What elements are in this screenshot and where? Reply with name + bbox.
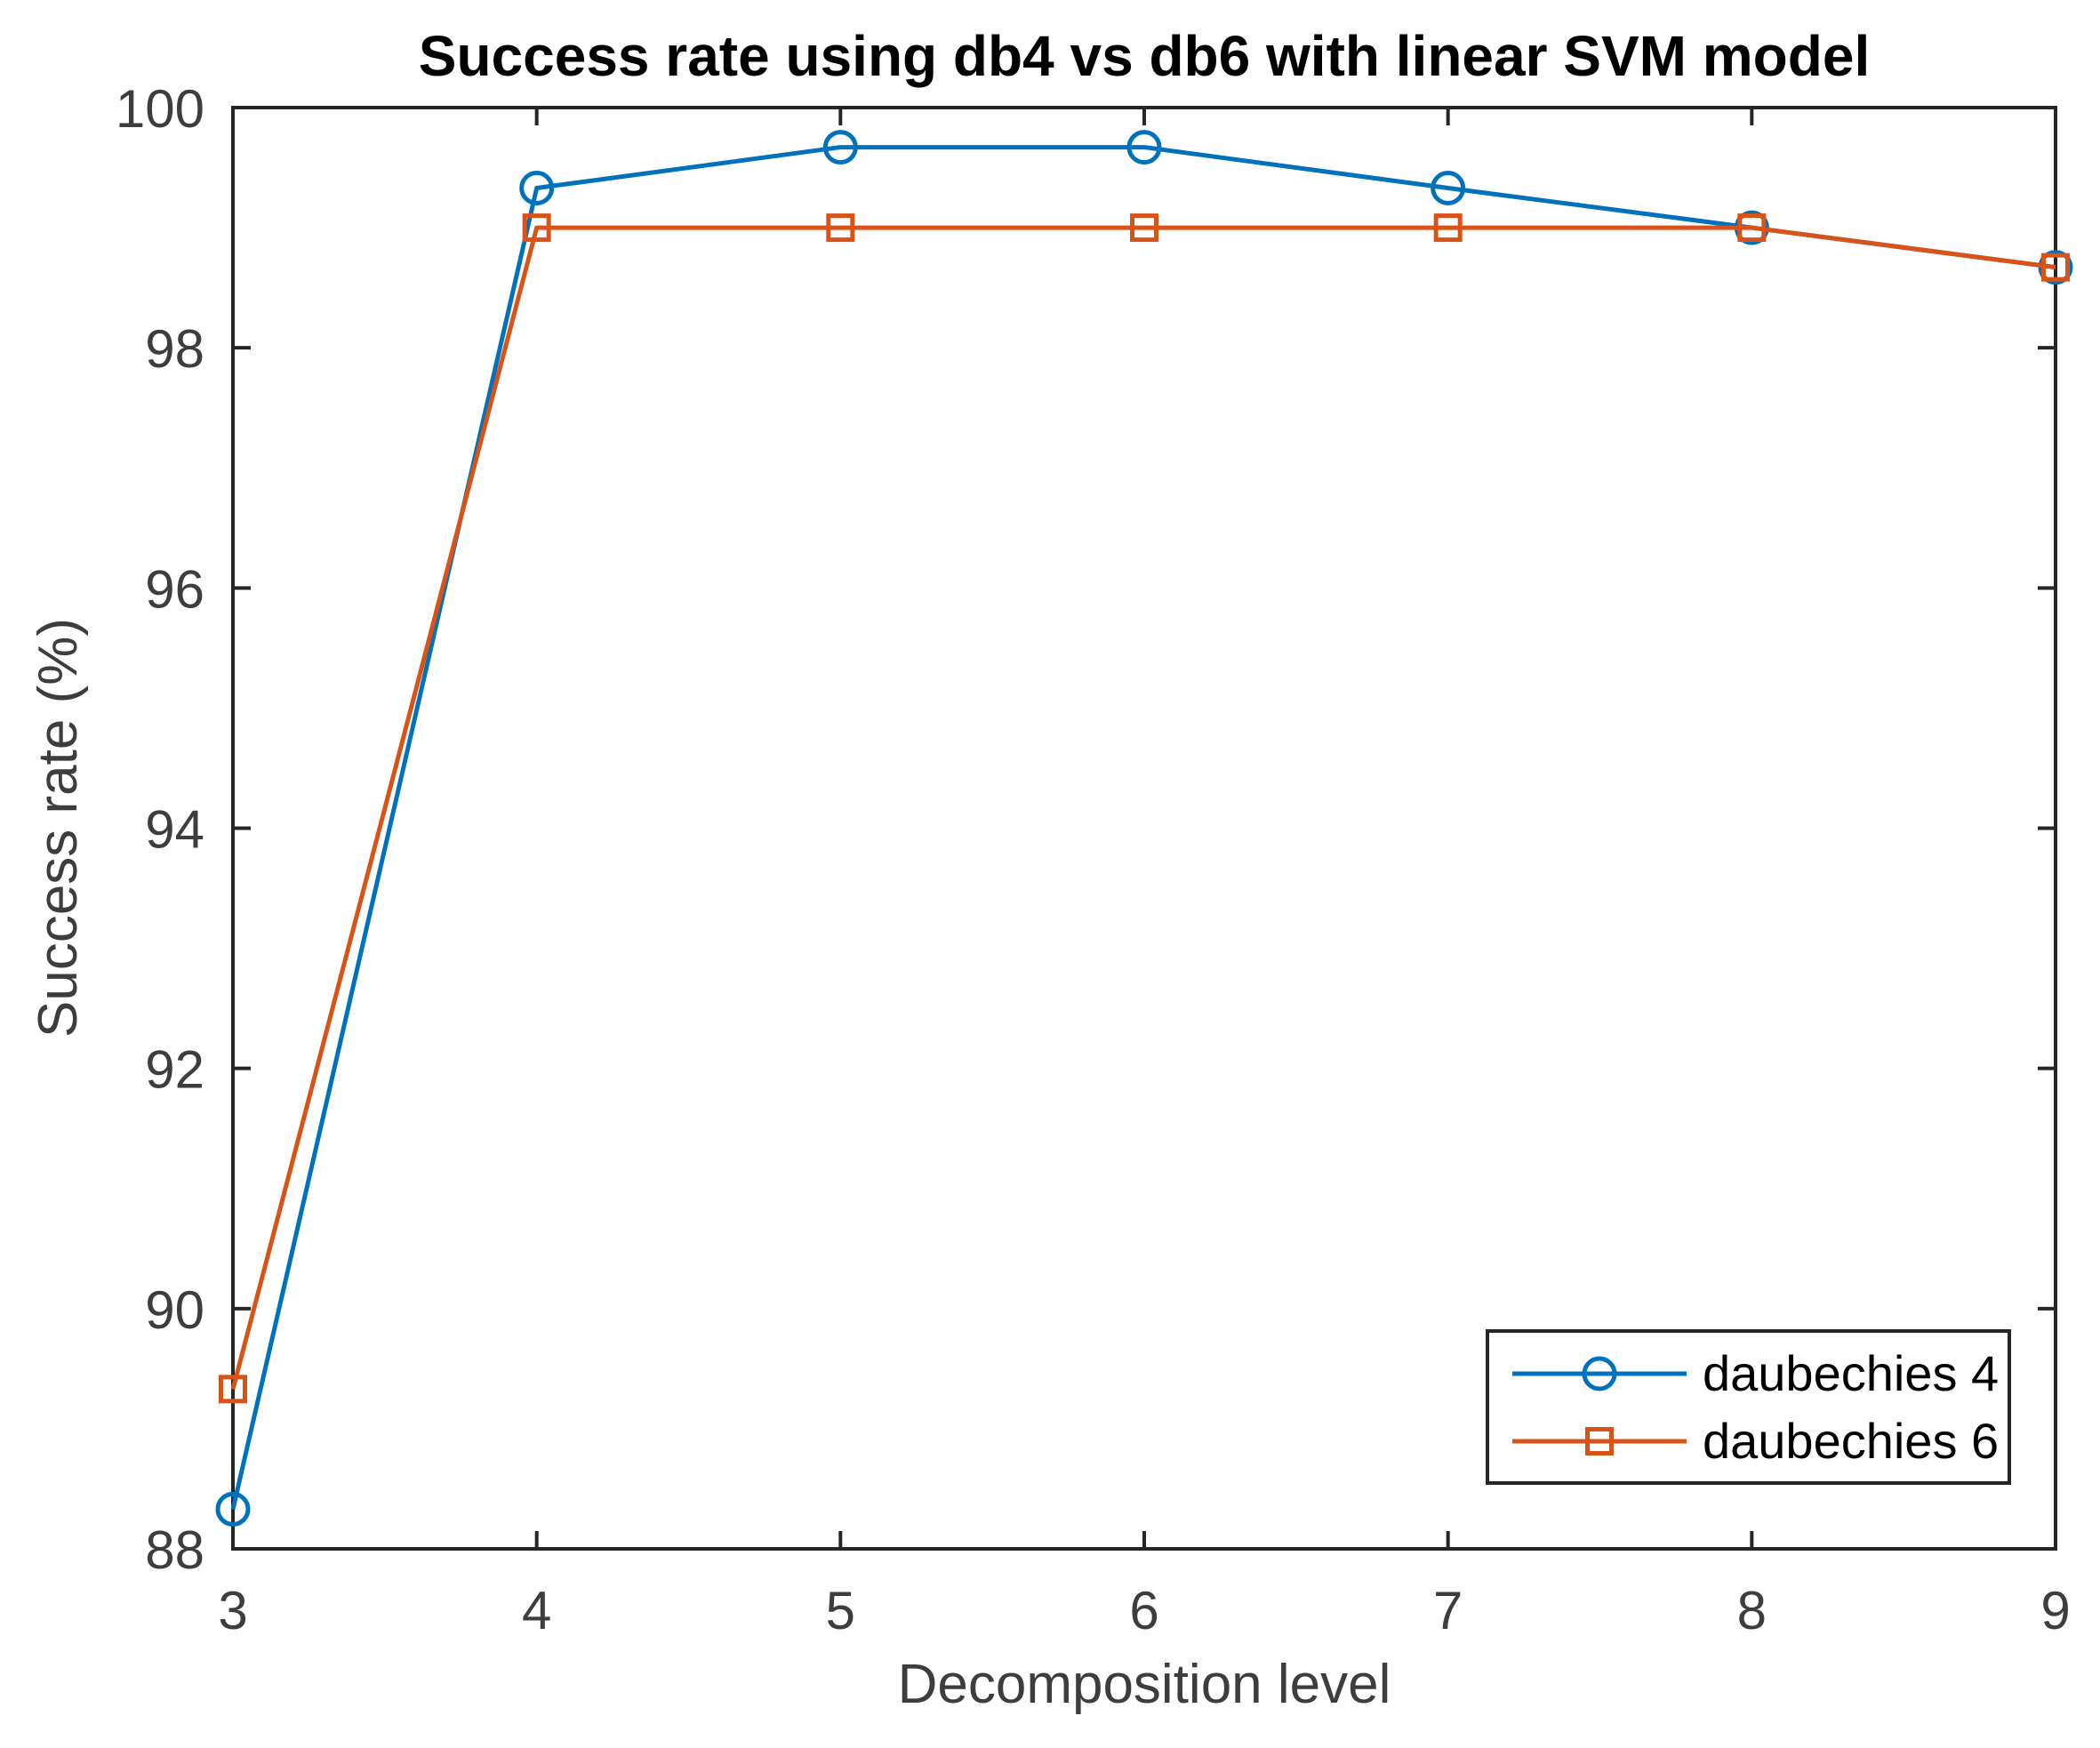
legend-label-daubechies-4: daubechies 4 — [1703, 1344, 2000, 1401]
legend-entry-daubechies-4: daubechies 4 — [1489, 1340, 2008, 1407]
x-tick-label: 5 — [826, 1581, 855, 1640]
y-tick-label: 88 — [145, 1520, 204, 1580]
daubechies-4-marker — [215, 1491, 251, 1527]
daubechies-6-marker — [522, 213, 551, 243]
daubechies-4-marker — [519, 171, 555, 206]
daubechies-4-marker — [1431, 171, 1466, 206]
legend-entry-daubechies-6: daubechies 6 — [1489, 1407, 2008, 1475]
y-tick-label: 96 — [145, 559, 204, 619]
daubechies-6-marker — [826, 213, 855, 243]
daubechies-6-line — [230, 225, 2056, 1390]
x-tick-label: 6 — [1129, 1581, 1158, 1640]
y-tick-label: 98 — [145, 319, 204, 379]
daubechies-6-marker — [1737, 213, 1767, 243]
chart-title: Success rate using db4 vs db6 with linea… — [418, 24, 1871, 88]
legend-label-daubechies-6: daubechies 6 — [1703, 1412, 2000, 1469]
y-tick-label: 100 — [116, 79, 204, 139]
x-tick-label: 7 — [1433, 1581, 1463, 1640]
daubechies-4-line-sample-icon — [1512, 1356, 1687, 1391]
x-tick-label: 4 — [522, 1581, 551, 1640]
daubechies-4-marker — [822, 130, 858, 165]
x-tick-label: 3 — [218, 1581, 247, 1640]
y-tick-label: 90 — [145, 1280, 204, 1340]
daubechies-4-marker — [1126, 130, 1162, 165]
daubechies-6-marker — [1433, 213, 1463, 243]
x-tick-label: 9 — [2040, 1581, 2070, 1640]
daubechies-6-marker — [2041, 253, 2070, 282]
x-tick-label: 8 — [1737, 1581, 1767, 1640]
y-tick-label: 94 — [145, 800, 204, 860]
daubechies-6-marker — [219, 1375, 247, 1404]
x-axis-label: Decomposition level — [897, 1654, 1391, 1715]
legend-box: daubechies 4 daubechies 6 — [1486, 1329, 2011, 1485]
daubechies-6-line-sample-icon — [1512, 1426, 1687, 1455]
daubechies-6-marker — [1130, 213, 1158, 243]
y-tick-label: 92 — [145, 1040, 204, 1100]
